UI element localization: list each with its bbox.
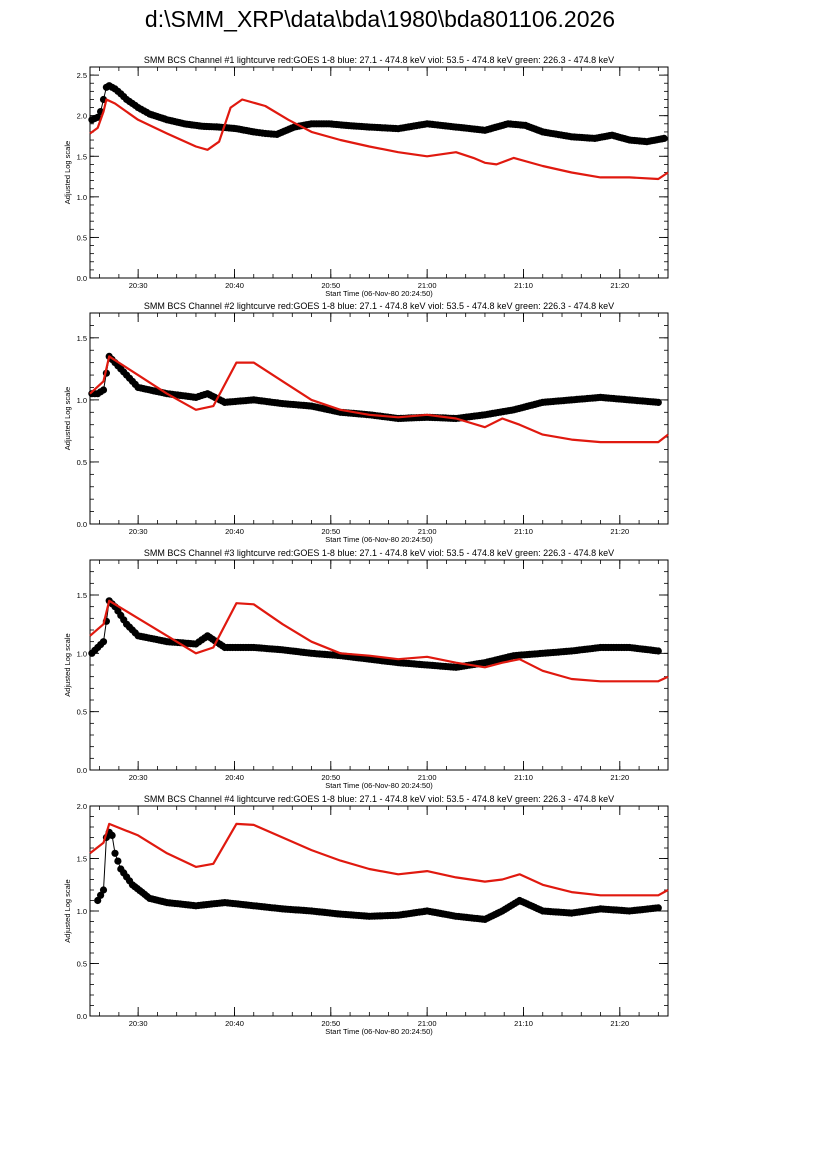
y-tick-label: 2.0 (77, 802, 87, 811)
y-tick-label: 1.0 (77, 649, 87, 658)
data-point-black (108, 831, 116, 840)
x-tick-label: 20:50 (321, 527, 340, 536)
data-point-black (94, 113, 102, 121)
y-tick-label: 0.5 (77, 233, 87, 242)
x-tick-label: 20:50 (321, 773, 340, 782)
page-title: d:\SMM_XRP\data\bda\1980\bda801106.2026 (144, 6, 616, 32)
y-tick-label: 1.0 (77, 907, 87, 916)
x-tick-label: 20:40 (225, 281, 244, 290)
data-point-black (99, 638, 108, 646)
y-tick-label: 0.0 (77, 520, 87, 529)
x-axis-label: Start Time (06-Nov-80 20:24:50) (325, 535, 433, 544)
x-axis-label: Start Time (06-Nov-80 20:24:50) (325, 781, 433, 790)
y-axis-label: Adjusted Log scale (63, 387, 72, 450)
y-axis-label: Adjusted Log scale (63, 141, 72, 204)
x-tick-label: 21:20 (610, 281, 629, 290)
y-axis-label: Adjusted Log scale (63, 633, 72, 696)
y-tick-label: 0.5 (77, 458, 87, 467)
x-tick-label: 21:10 (514, 1019, 533, 1028)
x-axis-label: Start Time (06-Nov-80 20:24:50) (325, 289, 433, 298)
x-tick-label: 21:10 (514, 281, 533, 290)
y-tick-label: 2.5 (77, 71, 87, 80)
x-tick-label: 20:40 (225, 773, 244, 782)
chart-panel-4: SMM BCS Channel #4 lightcurve red:GOES 1… (63, 794, 669, 1036)
x-tick-label: 21:00 (418, 281, 437, 290)
y-tick-label: 0.5 (77, 960, 87, 969)
chart-title: SMM BCS Channel #3 lightcurve red:GOES 1… (144, 548, 614, 558)
x-tick-label: 21:20 (610, 527, 629, 536)
series-red-line (89, 355, 669, 444)
data-point-black (99, 886, 108, 894)
x-tick-label: 20:50 (321, 281, 340, 290)
series-black-trace (91, 85, 665, 143)
x-tick-label: 21:00 (418, 527, 437, 536)
y-tick-label: 1.0 (77, 396, 87, 405)
plot-frame (89, 66, 669, 279)
chart-title: SMM BCS Channel #2 lightcurve red:GOES 1… (144, 301, 614, 311)
x-tick-label: 21:10 (514, 773, 533, 782)
series-red-line (89, 822, 669, 897)
x-tick-label: 20:30 (129, 773, 148, 782)
data-point-black (114, 857, 122, 865)
chart-title: SMM BCS Channel #4 lightcurve red:GOES 1… (144, 794, 614, 804)
y-tick-label: 1.5 (77, 855, 87, 864)
y-tick-label: 0.0 (77, 766, 87, 775)
y-tick-label: 0.0 (77, 274, 87, 283)
data-point-black (99, 386, 108, 394)
y-axis-label: Adjusted Log scale (63, 879, 72, 942)
x-tick-label: 20:30 (129, 527, 148, 536)
x-tick-label: 21:00 (418, 1019, 437, 1028)
x-tick-label: 20:40 (225, 1019, 244, 1028)
x-tick-label: 21:20 (610, 1019, 629, 1028)
y-tick-label: 1.5 (77, 152, 87, 161)
y-tick-label: 0.0 (77, 1012, 87, 1021)
data-point-black (654, 647, 662, 655)
x-tick-label: 21:00 (418, 773, 437, 782)
x-tick-label: 21:20 (610, 773, 629, 782)
plot-frame (89, 312, 669, 525)
data-point-black (111, 849, 119, 857)
chart-title: SMM BCS Channel #1 lightcurve red:GOES 1… (144, 55, 614, 65)
x-tick-label: 20:40 (225, 527, 244, 536)
x-tick-label: 20:30 (129, 281, 148, 290)
y-tick-label: 1.0 (77, 193, 87, 202)
chart-panel-1: SMM BCS Channel #1 lightcurve red:GOES 1… (63, 55, 669, 298)
x-tick-label: 20:50 (321, 1019, 340, 1028)
y-tick-label: 1.5 (77, 334, 87, 343)
x-axis-label: Start Time (06-Nov-80 20:24:50) (325, 1027, 433, 1036)
chart-panel-3: SMM BCS Channel #3 lightcurve red:GOES 1… (63, 548, 669, 790)
plot-frame (89, 559, 669, 771)
chart-panel-2: SMM BCS Channel #2 lightcurve red:GOES 1… (63, 301, 669, 544)
series-red-line (89, 98, 669, 181)
y-tick-label: 2.0 (77, 112, 87, 121)
y-tick-label: 1.5 (77, 591, 87, 600)
y-tick-label: 0.5 (77, 708, 87, 717)
data-point-black (660, 134, 668, 142)
series-red-line (89, 599, 669, 683)
data-point-black (654, 904, 662, 912)
data-point-black (97, 891, 105, 899)
x-tick-label: 20:30 (129, 1019, 148, 1028)
x-tick-label: 21:10 (514, 527, 533, 536)
series-black-trace (91, 355, 659, 420)
data-point-black (654, 398, 662, 406)
